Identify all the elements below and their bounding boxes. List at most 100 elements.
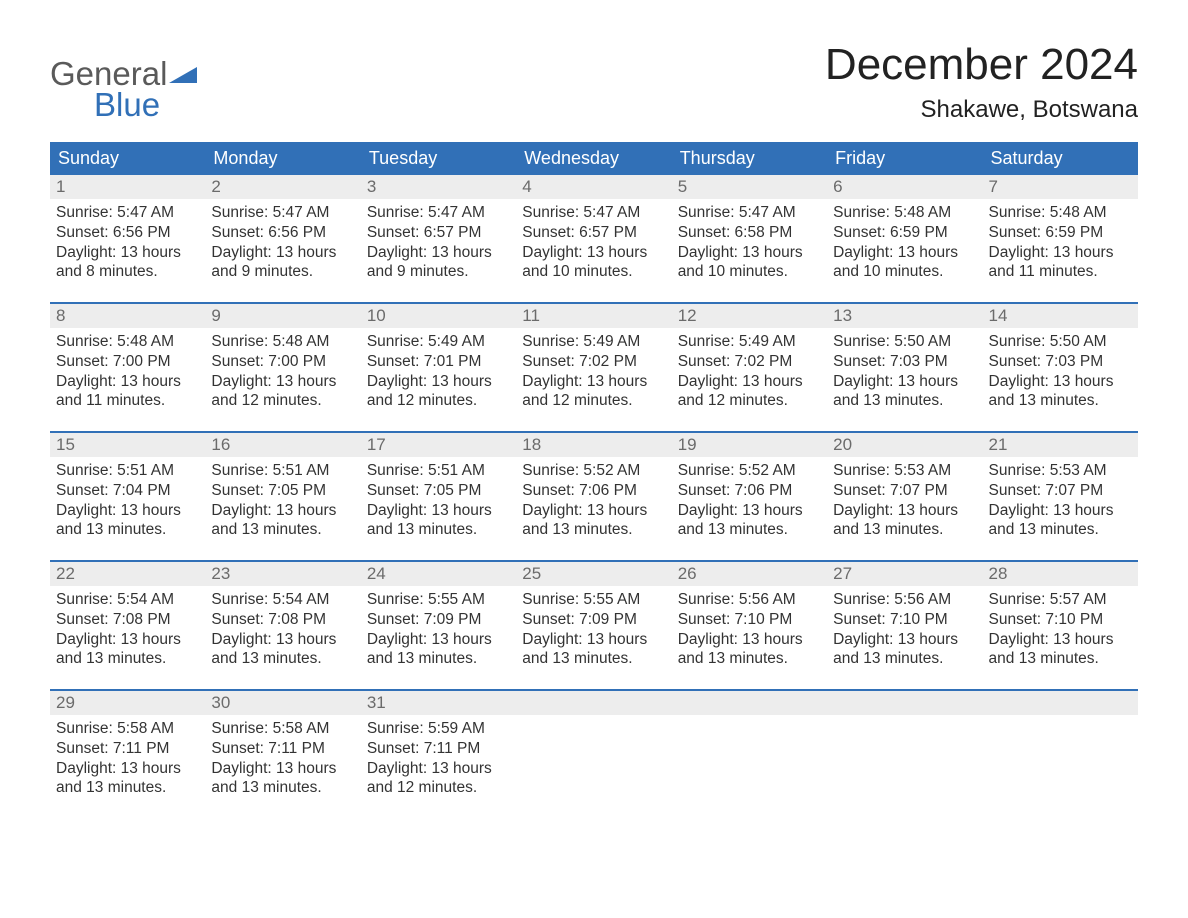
empty-day: [672, 691, 827, 715]
calendar-day-cell: 29Sunrise: 5:58 AMSunset: 7:11 PMDayligh…: [50, 691, 205, 819]
sunset-text: Sunset: 7:10 PM: [678, 610, 821, 630]
calendar-week-row: 22Sunrise: 5:54 AMSunset: 7:08 PMDayligh…: [50, 562, 1138, 690]
daylight-text-line1: Daylight: 13 hours: [367, 759, 510, 779]
daylight-text-line1: Daylight: 13 hours: [678, 501, 821, 521]
brand-logo: General Blue: [50, 58, 199, 121]
page-title: December 2024: [825, 40, 1138, 90]
calendar-day-cell: 1Sunrise: 5:47 AMSunset: 6:56 PMDaylight…: [50, 175, 205, 303]
daylight-text-line1: Daylight: 13 hours: [367, 630, 510, 650]
day-number: 5: [672, 175, 827, 199]
sunrise-text: Sunrise: 5:48 AM: [211, 332, 354, 352]
daylight-text-line2: and 13 minutes.: [989, 649, 1132, 669]
day-number: 31: [361, 691, 516, 715]
sunset-text: Sunset: 7:11 PM: [211, 739, 354, 759]
day-details: Sunrise: 5:48 AMSunset: 7:00 PMDaylight:…: [50, 328, 205, 419]
daylight-text-line1: Daylight: 13 hours: [211, 759, 354, 779]
sunset-text: Sunset: 7:03 PM: [833, 352, 976, 372]
day-number: 21: [983, 433, 1138, 457]
sunset-text: Sunset: 7:01 PM: [367, 352, 510, 372]
day-number: 13: [827, 304, 982, 328]
daylight-text-line2: and 10 minutes.: [522, 262, 665, 282]
sunset-text: Sunset: 6:56 PM: [211, 223, 354, 243]
calendar-day-cell: 5Sunrise: 5:47 AMSunset: 6:58 PMDaylight…: [672, 175, 827, 303]
day-number: 29: [50, 691, 205, 715]
sunrise-text: Sunrise: 5:56 AM: [678, 590, 821, 610]
day-number: 28: [983, 562, 1138, 586]
daylight-text-line2: and 9 minutes.: [367, 262, 510, 282]
day-number: 17: [361, 433, 516, 457]
day-details: Sunrise: 5:47 AMSunset: 6:57 PMDaylight:…: [361, 199, 516, 290]
daylight-text-line1: Daylight: 13 hours: [211, 630, 354, 650]
daylight-text-line2: and 10 minutes.: [678, 262, 821, 282]
calendar-day-cell: 30Sunrise: 5:58 AMSunset: 7:11 PMDayligh…: [205, 691, 360, 819]
calendar-header-row: SundayMondayTuesdayWednesdayThursdayFrid…: [50, 142, 1138, 175]
sunrise-text: Sunrise: 5:53 AM: [833, 461, 976, 481]
day-details: Sunrise: 5:48 AMSunset: 6:59 PMDaylight:…: [827, 199, 982, 290]
daylight-text-line2: and 13 minutes.: [833, 649, 976, 669]
day-details: Sunrise: 5:55 AMSunset: 7:09 PMDaylight:…: [516, 586, 671, 677]
calendar-day-cell: 7Sunrise: 5:48 AMSunset: 6:59 PMDaylight…: [983, 175, 1138, 303]
sunset-text: Sunset: 7:07 PM: [833, 481, 976, 501]
day-number: 10: [361, 304, 516, 328]
calendar-page: General Blue December 2024 Shakawe, Bots…: [0, 0, 1188, 869]
daylight-text-line2: and 13 minutes.: [56, 778, 199, 798]
calendar-day-cell: 27Sunrise: 5:56 AMSunset: 7:10 PMDayligh…: [827, 562, 982, 690]
sunset-text: Sunset: 6:56 PM: [56, 223, 199, 243]
sunset-text: Sunset: 6:57 PM: [367, 223, 510, 243]
daylight-text-line1: Daylight: 13 hours: [367, 243, 510, 263]
day-number: 4: [516, 175, 671, 199]
daylight-text-line1: Daylight: 13 hours: [56, 501, 199, 521]
calendar-day-cell: 20Sunrise: 5:53 AMSunset: 7:07 PMDayligh…: [827, 433, 982, 561]
daylight-text-line1: Daylight: 13 hours: [367, 501, 510, 521]
daylight-text-line2: and 13 minutes.: [678, 649, 821, 669]
daylight-text-line1: Daylight: 13 hours: [56, 630, 199, 650]
sunrise-text: Sunrise: 5:58 AM: [56, 719, 199, 739]
calendar-day-cell: [827, 691, 982, 819]
day-number: 15: [50, 433, 205, 457]
daylight-text-line2: and 13 minutes.: [211, 778, 354, 798]
calendar-day-cell: 14Sunrise: 5:50 AMSunset: 7:03 PMDayligh…: [983, 304, 1138, 432]
day-number: 9: [205, 304, 360, 328]
sunset-text: Sunset: 7:03 PM: [989, 352, 1132, 372]
sunrise-text: Sunrise: 5:52 AM: [678, 461, 821, 481]
sunrise-text: Sunrise: 5:54 AM: [211, 590, 354, 610]
day-number: 23: [205, 562, 360, 586]
daylight-text-line1: Daylight: 13 hours: [989, 372, 1132, 392]
sunset-text: Sunset: 7:08 PM: [211, 610, 354, 630]
sunset-text: Sunset: 7:05 PM: [211, 481, 354, 501]
daylight-text-line2: and 13 minutes.: [989, 520, 1132, 540]
sunset-text: Sunset: 6:57 PM: [522, 223, 665, 243]
location-subtitle: Shakawe, Botswana: [825, 96, 1138, 124]
day-number: 1: [50, 175, 205, 199]
day-number: 2: [205, 175, 360, 199]
brand-text: General Blue: [50, 58, 199, 121]
calendar-day-cell: 19Sunrise: 5:52 AMSunset: 7:06 PMDayligh…: [672, 433, 827, 561]
day-details: Sunrise: 5:57 AMSunset: 7:10 PMDaylight:…: [983, 586, 1138, 677]
daylight-text-line2: and 8 minutes.: [56, 262, 199, 282]
day-number: 20: [827, 433, 982, 457]
daylight-text-line2: and 13 minutes.: [522, 520, 665, 540]
day-details: Sunrise: 5:54 AMSunset: 7:08 PMDaylight:…: [205, 586, 360, 677]
day-details: Sunrise: 5:51 AMSunset: 7:04 PMDaylight:…: [50, 457, 205, 548]
day-details: Sunrise: 5:50 AMSunset: 7:03 PMDaylight:…: [983, 328, 1138, 419]
sunrise-text: Sunrise: 5:49 AM: [367, 332, 510, 352]
day-number: 27: [827, 562, 982, 586]
daylight-text-line1: Daylight: 13 hours: [56, 372, 199, 392]
day-details: Sunrise: 5:49 AMSunset: 7:02 PMDaylight:…: [516, 328, 671, 419]
calendar-table: SundayMondayTuesdayWednesdayThursdayFrid…: [50, 142, 1138, 819]
day-header: Monday: [205, 142, 360, 175]
empty-day: [983, 691, 1138, 715]
calendar-day-cell: 6Sunrise: 5:48 AMSunset: 6:59 PMDaylight…: [827, 175, 982, 303]
day-number: 6: [827, 175, 982, 199]
calendar-day-cell: 3Sunrise: 5:47 AMSunset: 6:57 PMDaylight…: [361, 175, 516, 303]
daylight-text-line2: and 12 minutes.: [211, 391, 354, 411]
day-details: Sunrise: 5:49 AMSunset: 7:01 PMDaylight:…: [361, 328, 516, 419]
day-details: Sunrise: 5:51 AMSunset: 7:05 PMDaylight:…: [361, 457, 516, 548]
day-details: Sunrise: 5:56 AMSunset: 7:10 PMDaylight:…: [672, 586, 827, 677]
sunrise-text: Sunrise: 5:50 AM: [833, 332, 976, 352]
sunset-text: Sunset: 7:06 PM: [522, 481, 665, 501]
sunset-text: Sunset: 7:02 PM: [522, 352, 665, 372]
daylight-text-line1: Daylight: 13 hours: [56, 759, 199, 779]
daylight-text-line1: Daylight: 13 hours: [678, 243, 821, 263]
calendar-day-cell: 10Sunrise: 5:49 AMSunset: 7:01 PMDayligh…: [361, 304, 516, 432]
